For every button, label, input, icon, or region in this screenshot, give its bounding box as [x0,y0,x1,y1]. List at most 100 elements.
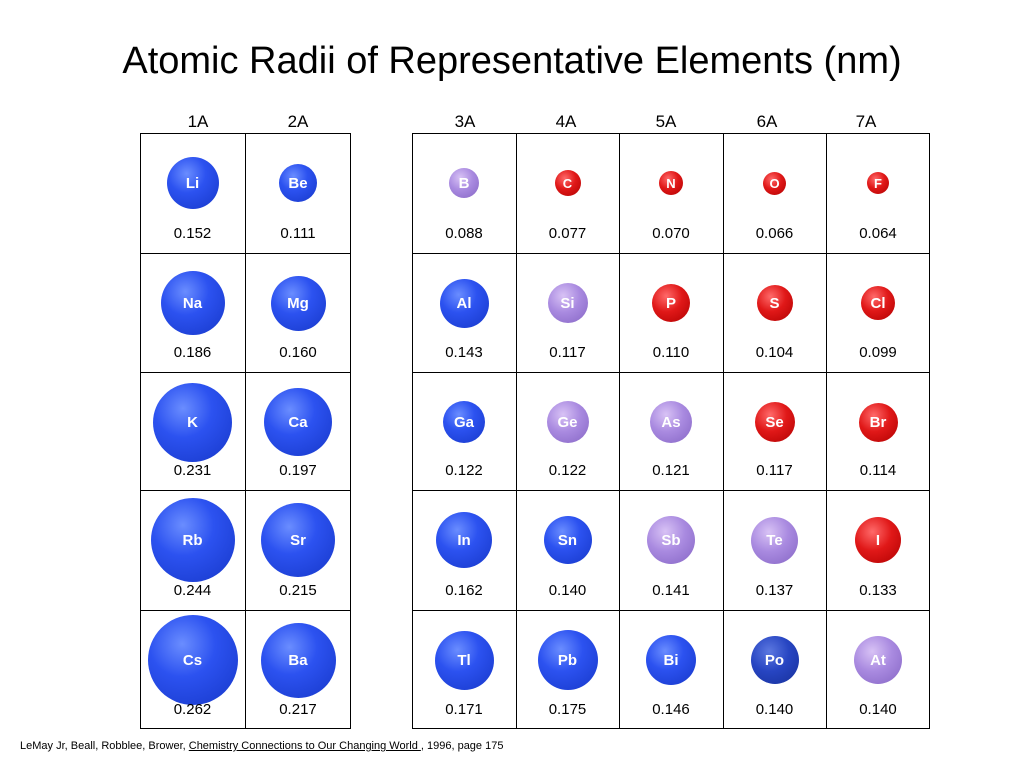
atom-se: Se [754,402,795,442]
atom-i: I [855,517,901,563]
atom-pb: Pb [537,630,598,690]
atom-s: S [756,285,793,321]
cell-divider [619,490,723,610]
atom-te: Te [751,516,798,564]
radius-c: 0.077 [548,225,587,242]
radius-ca: 0.197 [279,462,317,479]
radius-n: 0.070 [652,225,690,242]
group-header-4a: 4A [555,112,577,131]
radius-o: 0.066 [755,225,794,242]
cell-divider [245,133,351,253]
group-header-1a: 1A [187,112,209,131]
radius-po: 0.140 [755,701,794,718]
cell-divider [516,133,619,253]
radius-bi: 0.146 [652,701,690,718]
radius-tl: 0.171 [445,701,483,718]
atom-o: O [763,171,786,195]
radius-f: 0.064 [859,225,897,242]
cell-divider [723,490,826,610]
radius-al: 0.143 [445,344,483,361]
group-header-2a: 2A [287,112,309,131]
cell-divider [245,372,351,490]
atom-b: B [449,168,479,198]
atom-si: Si [547,283,588,323]
cell-divider [826,610,930,729]
atom-sr: Sr [261,503,335,577]
radius-li: 0.152 [173,225,212,242]
atom-sn: Sn [543,516,592,564]
atom-at: At [854,636,902,684]
cell-divider [516,253,619,372]
cell-divider [619,372,723,490]
cell-divider [619,610,723,729]
radius-sr: 0.215 [279,582,317,599]
radius-ge: 0.122 [548,462,587,479]
radius-pb: 0.175 [548,701,587,718]
atom-po: Po [750,636,799,684]
citation-authors: LeMay Jr, Beall, Robblee, Brower, [20,740,189,752]
atom-cl: Cl [861,286,895,320]
radius-p: 0.110 [652,344,690,361]
cell-divider [245,253,351,372]
atom-c: C [554,170,581,196]
radius-i: 0.133 [859,582,897,599]
atom-na: Na [160,271,225,335]
cell-divider [619,133,723,253]
atom-p: P [652,284,690,322]
group-header-6a: 6A [756,112,778,131]
cell-divider [516,610,619,729]
radius-at: 0.140 [859,701,897,718]
radius-sn: 0.140 [548,582,587,599]
atom-f: F [867,172,889,194]
radius-b: 0.088 [445,225,483,242]
atom-sb: Sb [647,516,695,564]
radius-mg: 0.160 [279,344,317,361]
radius-br: 0.114 [859,462,897,479]
cell-divider [245,610,351,729]
atom-tl: Tl [434,630,494,690]
atom-k: K [153,382,232,462]
atom-be: Be [279,164,317,202]
citation-book-title: Chemistry Connections to Our Changing Wo… [188,740,421,752]
radius-k: 0.231 [173,462,212,479]
atom-cs: Cs [147,615,238,705]
radius-se: 0.117 [756,462,793,479]
cell-divider [723,133,826,253]
cell-divider [723,610,826,729]
atom-ca: Ca [264,388,332,456]
cell-divider [619,253,723,372]
cell-divider [826,372,930,490]
cell-divider [516,490,619,610]
page-title: Atomic Radii of Representative Elements … [122,40,902,82]
atom-in: In [436,512,492,568]
cell-divider [723,372,826,490]
cell-divider [826,133,930,253]
radius-cl: 0.099 [859,344,897,361]
radius-in: 0.162 [445,582,483,599]
atom-n: N [659,171,683,195]
radius-si: 0.117 [549,344,586,361]
citation: LeMay Jr, Beall, Robblee, Brower, Chemis… [20,740,503,752]
group-header-7a: 7A [855,112,877,131]
atom-bi: Bi [646,635,696,685]
atom-as: As [650,401,692,443]
radius-te: 0.137 [755,582,794,599]
atom-li: Li [166,157,219,209]
group-header-5a: 5A [655,112,677,131]
radius-ga: 0.122 [445,462,483,479]
cell-divider [516,372,619,490]
cell-divider [826,253,930,372]
atom-ga: Ga [443,401,485,443]
radius-s: 0.104 [755,344,794,361]
atom-ba: Ba [260,622,336,698]
atom-al: Al [439,278,489,328]
group-header-3a: 3A [454,112,476,131]
atom-ge: Ge [546,401,589,443]
radius-be: 0.111 [280,225,316,242]
radius-cs: 0.262 [173,701,212,718]
cell-divider [826,490,930,610]
radius-rb: 0.244 [173,582,212,599]
atom-br: Br [858,402,898,442]
radius-sb: 0.141 [652,582,690,599]
table-groups-3a-7a [412,133,930,729]
